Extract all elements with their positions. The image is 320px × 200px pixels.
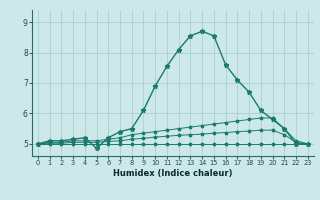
X-axis label: Humidex (Indice chaleur): Humidex (Indice chaleur) — [113, 169, 233, 178]
